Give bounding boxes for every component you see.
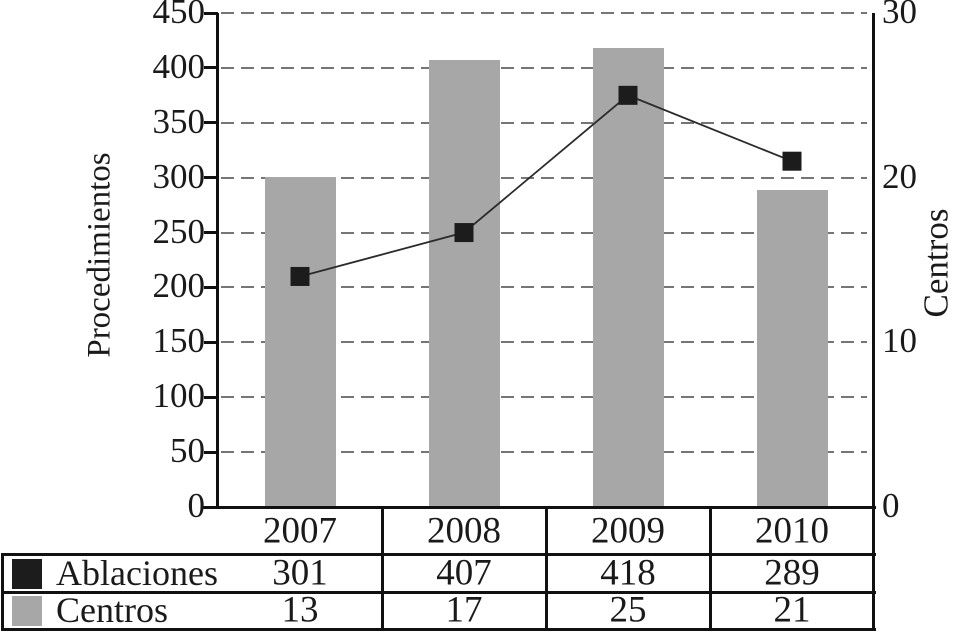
left-axis-tick-label: 350	[152, 101, 206, 141]
left-axis-tick-label: 450	[152, 0, 206, 32]
left-axis-tick-label: 250	[152, 211, 206, 251]
table-cell-value: 25	[609, 589, 647, 631]
table-border-bottom	[2, 628, 876, 631]
left-axis-tick	[204, 11, 218, 15]
left-axis-tick	[204, 121, 218, 125]
left-axis-tick-label: 150	[152, 321, 206, 361]
table-cell-value: 17	[445, 589, 483, 631]
table-border-middle	[2, 591, 876, 594]
right-axis-tick-label: 0	[882, 486, 900, 526]
table-border-top	[2, 553, 876, 556]
left-axis-tick-label: 200	[152, 266, 206, 306]
gridline	[221, 396, 867, 399]
table-cell-value: 13	[281, 589, 319, 631]
left-axis-tick-label: 50	[170, 431, 205, 471]
right-axis-tick-label: 10	[882, 321, 917, 361]
left-axis-tick	[204, 395, 218, 399]
table-border-left	[1, 553, 4, 631]
x-axis-baseline	[202, 506, 876, 509]
x-axis-category-label: 2008	[427, 510, 501, 552]
gray-square-legend-swatch	[12, 596, 42, 626]
left-axis-tick	[204, 450, 218, 454]
table-column-separator	[380, 507, 384, 631]
table-cell-value: 289	[764, 552, 820, 594]
left-axis-tick-label: 300	[152, 156, 206, 196]
right-axis-tick-label: 20	[882, 156, 917, 196]
left-axis-line	[216, 13, 219, 508]
left-axis-tick-label: 400	[152, 46, 206, 86]
left-axis-tick	[204, 285, 218, 289]
black-square-legend-swatch	[12, 559, 42, 589]
table-column-separator	[544, 507, 548, 631]
legend-row-label: Centros	[56, 589, 168, 630]
left-axis-tick	[204, 176, 218, 180]
left-axis-tick	[204, 231, 218, 235]
gridline	[221, 341, 867, 344]
table-cell-value: 407	[436, 552, 492, 594]
left-axis-tick-label: 0	[187, 486, 206, 526]
left-axis-tick-label: 100	[152, 376, 206, 416]
left-axis-tick	[204, 505, 218, 509]
table-cell-value: 301	[272, 552, 328, 594]
gridline	[221, 286, 867, 289]
table-cell-value: 418	[600, 552, 656, 594]
x-axis-category-label: 2007	[263, 510, 337, 552]
gridline	[221, 66, 867, 69]
table-cell-value: 21	[773, 589, 811, 631]
left-axis-tick	[204, 66, 218, 70]
table-column-separator	[708, 507, 712, 631]
right-axis-line	[872, 13, 875, 630]
gridline	[221, 451, 867, 454]
left-axis-tick	[204, 340, 218, 344]
gridline	[221, 12, 867, 14]
legend-row-label: Ablaciones	[56, 552, 218, 593]
x-axis-category-label: 2010	[755, 510, 829, 552]
right-axis-tick-label: 30	[882, 0, 917, 32]
x-axis-category-label: 2009	[591, 510, 665, 552]
